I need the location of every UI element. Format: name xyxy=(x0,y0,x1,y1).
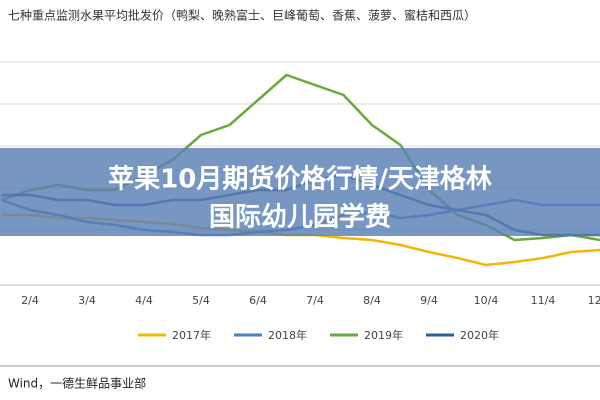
x-tick-label: 12/4 xyxy=(588,294,600,307)
overlay-band xyxy=(0,148,600,236)
legend-label: 2020年 xyxy=(460,328,499,342)
x-tick-label: 5/4 xyxy=(192,294,210,307)
x-tick-label: 8/4 xyxy=(363,294,381,307)
x-tick-label: 4/4 xyxy=(135,294,153,307)
x-tick-label: 10/4 xyxy=(474,294,499,307)
x-tick-label: 11/4 xyxy=(531,294,556,307)
source: Wind，一德生鲜品事业部 xyxy=(8,376,146,391)
chart-title: 七种重点监测水果平均批发价（鸭梨、晚熟富士、巨峰葡萄、香蕉、菠萝、蜜桔和西瓜） xyxy=(8,8,476,23)
x-tick-label: 7/4 xyxy=(306,294,324,307)
x-tick-label: 3/4 xyxy=(78,294,96,307)
x-tick-label: 6/4 xyxy=(249,294,267,307)
legend-label: 2017年 xyxy=(172,328,211,342)
overlay-line: 苹果10月期货价格行情/天津格林 xyxy=(108,164,492,195)
legend-label: 2018年 xyxy=(268,328,307,342)
overlay-line: 国际幼儿园学费 xyxy=(209,202,391,233)
x-tick-label: 9/4 xyxy=(420,294,438,307)
x-tick-label: 2/4 xyxy=(21,294,39,307)
legend-label: 2019年 xyxy=(364,328,403,342)
